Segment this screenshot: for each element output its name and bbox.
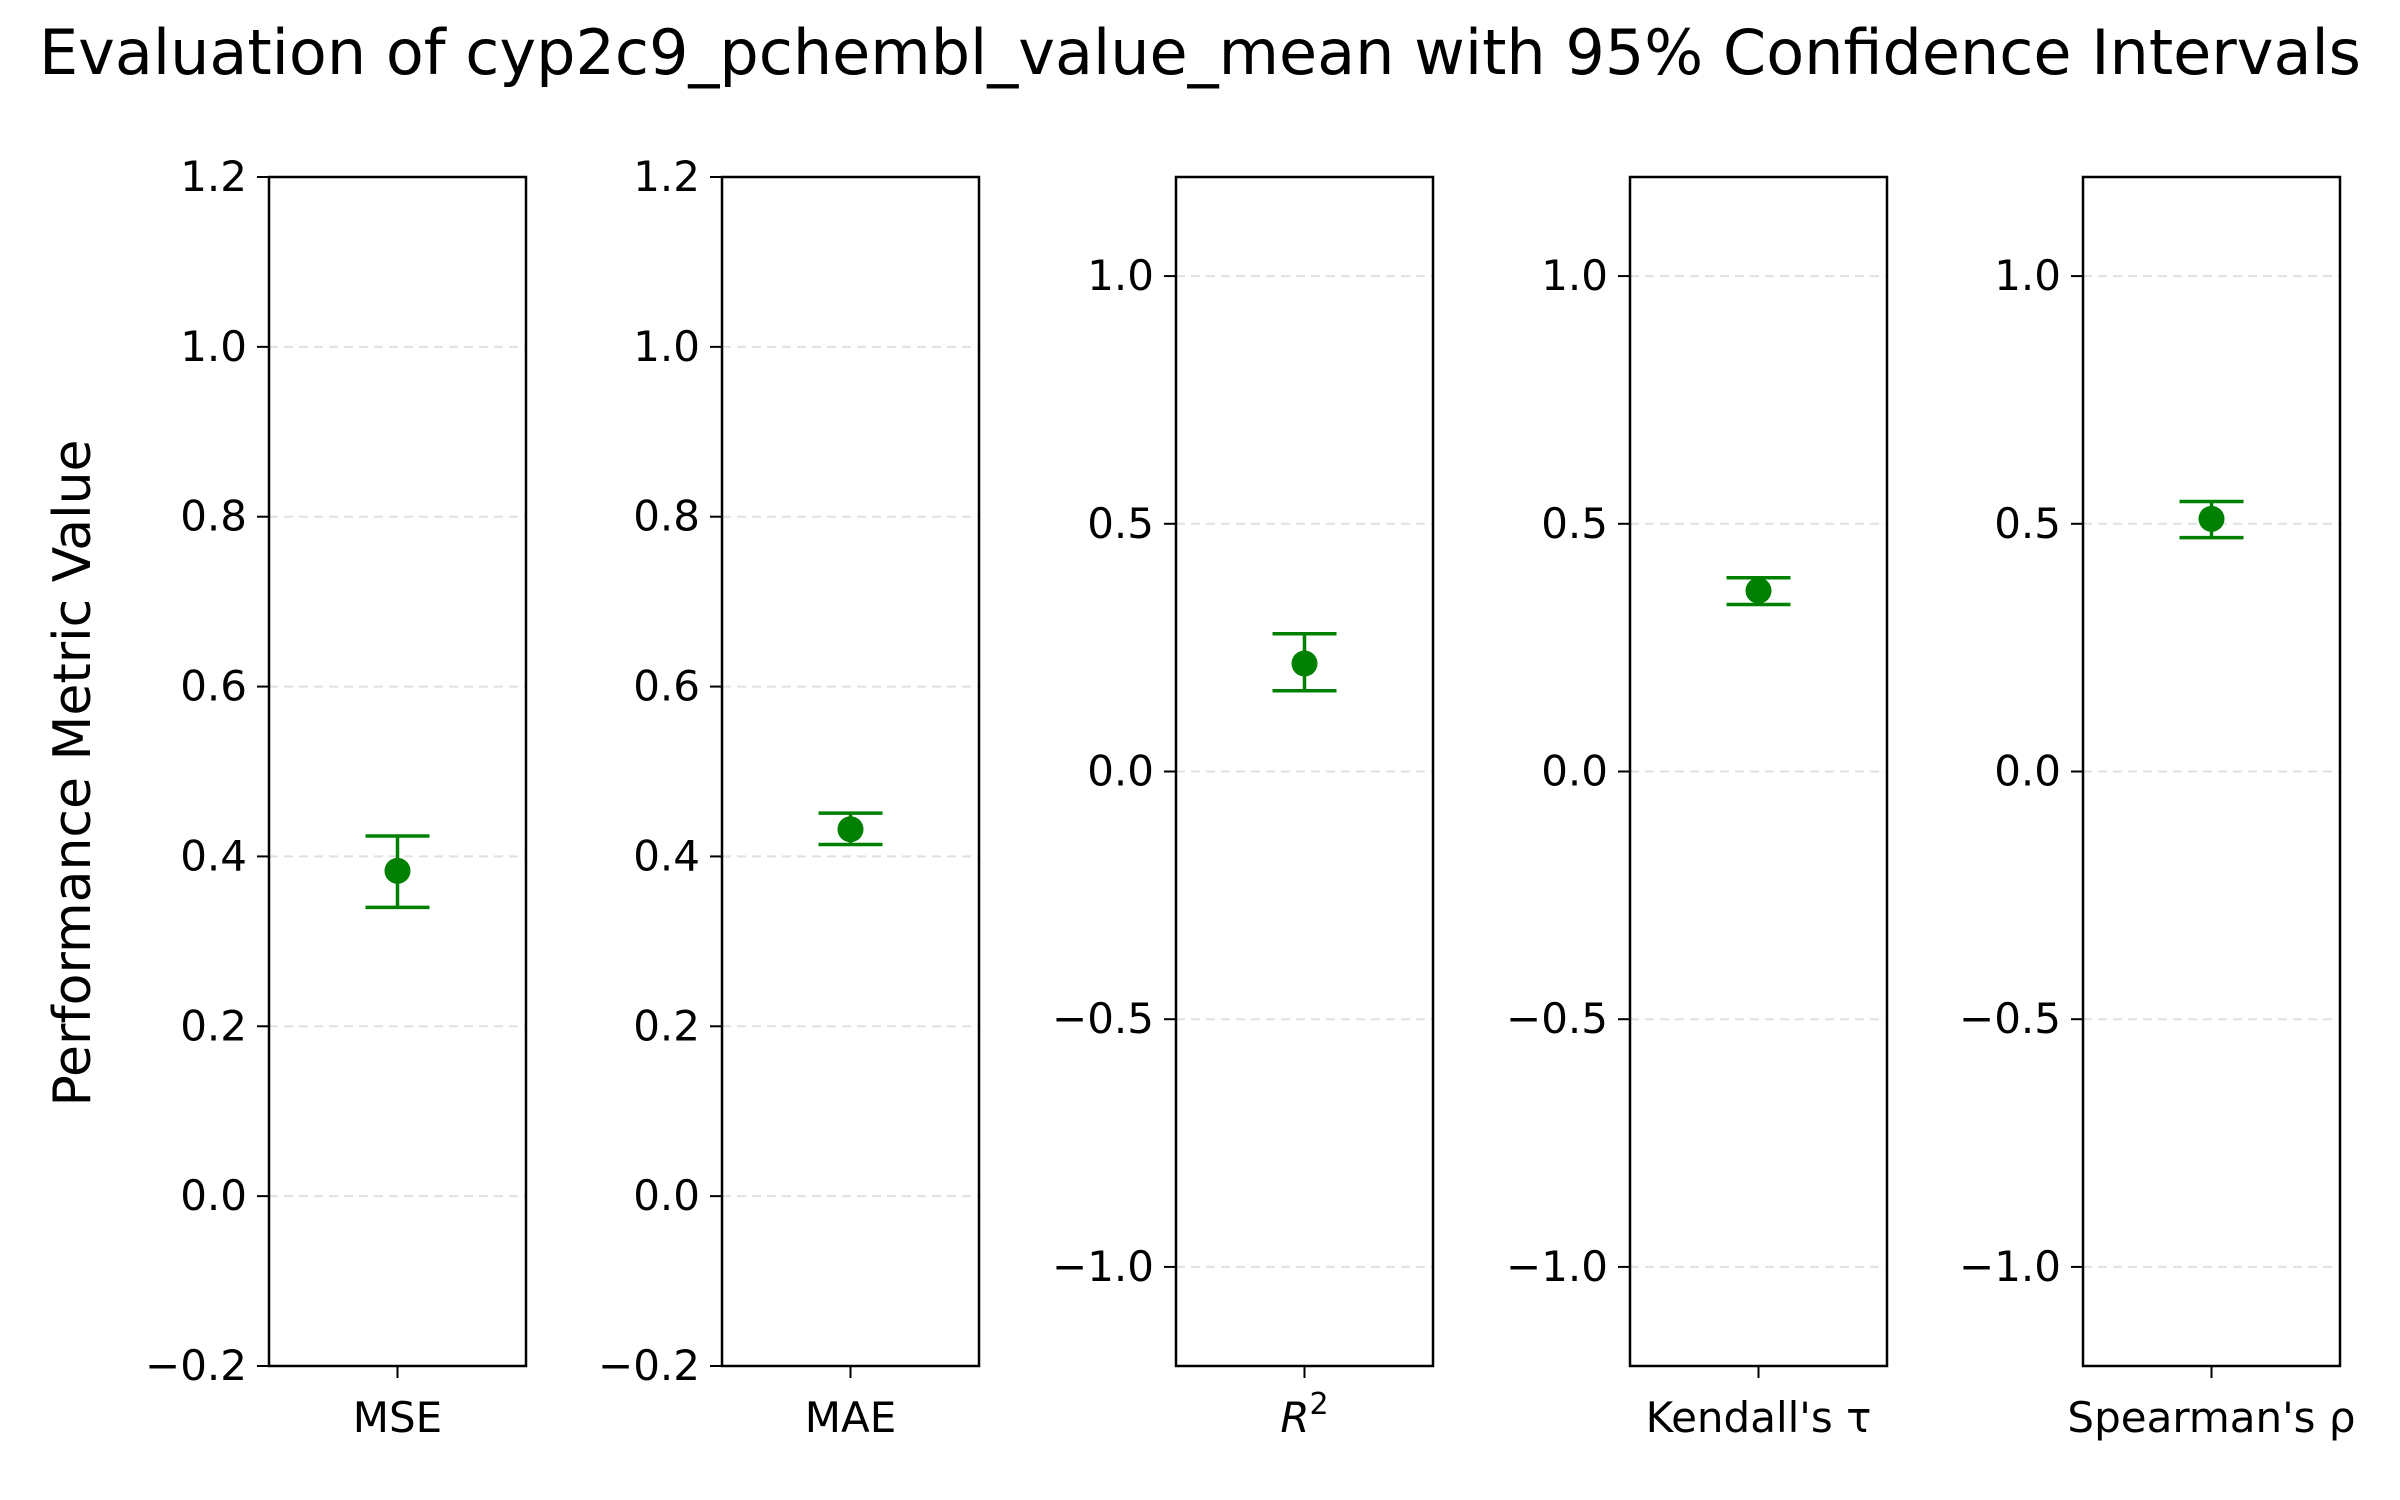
x-tick-label: Spearman's ρ bbox=[2067, 1393, 2355, 1442]
y-tick-label: −0.2 bbox=[145, 1341, 247, 1390]
y-tick-label: −0.5 bbox=[1959, 994, 2061, 1043]
y-tick-label: −0.5 bbox=[1052, 994, 1154, 1043]
x-tick-label-superscript: 2 bbox=[1310, 1387, 1329, 1422]
y-tick-label: 0.5 bbox=[1994, 499, 2061, 548]
y-tick-label: 1.0 bbox=[1087, 251, 1154, 300]
y-tick-label: 0.5 bbox=[1541, 499, 1608, 548]
y-tick-label: 1.0 bbox=[180, 322, 247, 371]
x-tick-label: MAE bbox=[805, 1393, 897, 1442]
panel-4: −1.0 −0.5 0.0 0.5 1.0 Kendall's τ bbox=[1506, 175, 1889, 1442]
y-tick-label: −1.0 bbox=[1959, 1242, 2061, 1291]
y-tick-label: 0.0 bbox=[1087, 747, 1154, 796]
panel-1: −0.2 0.0 0.2 0.4 0.6 0.8 1.0 1.2 MSE bbox=[145, 152, 528, 1442]
y-tick-label: −1.0 bbox=[1506, 1242, 1608, 1291]
x-tick-label: Kendall's τ bbox=[1646, 1393, 1872, 1442]
y-tick-label: 0.2 bbox=[633, 1001, 700, 1050]
y-tick-label: 0.8 bbox=[633, 492, 700, 541]
y-tick-label: 1.2 bbox=[180, 152, 247, 201]
y-tick-label: 1.0 bbox=[633, 322, 700, 371]
y-tick-label: 0.0 bbox=[180, 1171, 247, 1220]
x-tick-label: MSE bbox=[353, 1393, 442, 1442]
x-tick-label-base: R bbox=[1280, 1393, 1309, 1442]
y-tick-label: 0.8 bbox=[180, 492, 247, 541]
y-tick-label: 1.0 bbox=[1994, 251, 2061, 300]
panels: −0.2 0.0 0.2 0.4 0.6 0.8 1.0 1.2 MSE −0.2 0.0 0.2 0.… bbox=[145, 152, 2356, 1442]
data-point bbox=[1291, 650, 1318, 677]
y-tick-label: 0.6 bbox=[633, 662, 700, 711]
y-tick-label: 0.0 bbox=[1994, 747, 2061, 796]
y-axis-label: Performance Metric Value bbox=[43, 439, 103, 1106]
y-tick-label: −0.5 bbox=[1506, 994, 1608, 1043]
data-point bbox=[384, 857, 411, 884]
y-tick-label: 1.2 bbox=[633, 152, 700, 201]
data-point bbox=[2198, 505, 2225, 532]
y-tick-label: 0.4 bbox=[180, 831, 247, 880]
chart-title: Evaluation of cyp2c9_pchembl_value_mean … bbox=[39, 16, 2361, 89]
y-tick-label: 0.6 bbox=[180, 662, 247, 711]
y-tick-label: 0.0 bbox=[1541, 747, 1608, 796]
y-tick-label: 0.0 bbox=[633, 1171, 700, 1220]
panel-5: −1.0 −0.5 0.0 0.5 1.0 Spearman's ρ bbox=[1959, 175, 2356, 1442]
y-tick-label: −1.0 bbox=[1052, 1242, 1154, 1291]
data-point bbox=[1745, 577, 1772, 604]
y-tick-label: 1.0 bbox=[1541, 251, 1608, 300]
y-tick-label: 0.5 bbox=[1087, 499, 1154, 548]
data-point bbox=[837, 816, 864, 843]
panel-2: −0.2 0.0 0.2 0.4 0.6 0.8 1.0 1.2 MAE bbox=[598, 152, 981, 1442]
panel-3: −1.0 −0.5 0.0 0.5 1.0 R2 bbox=[1052, 175, 1435, 1442]
y-tick-label: 0.4 bbox=[633, 831, 700, 880]
y-tick-label: 0.2 bbox=[180, 1001, 247, 1050]
x-tick-label: R2 bbox=[1280, 1387, 1328, 1442]
y-tick-label: −0.2 bbox=[598, 1341, 700, 1390]
